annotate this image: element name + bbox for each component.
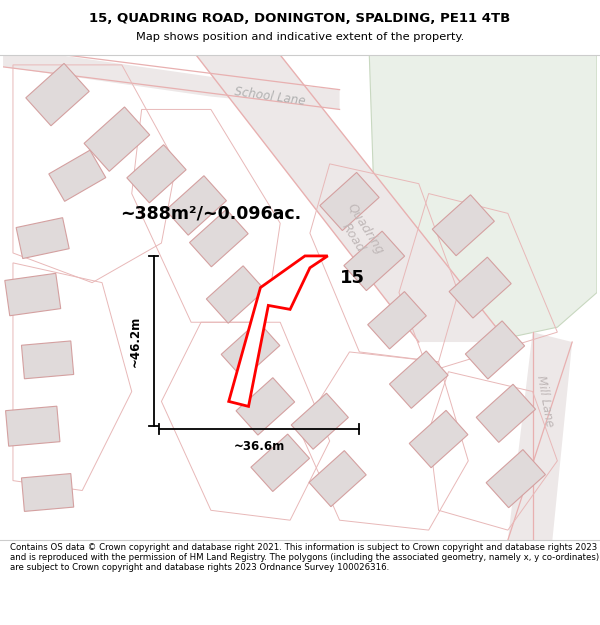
Polygon shape — [84, 107, 149, 171]
Polygon shape — [5, 406, 60, 446]
Polygon shape — [486, 449, 545, 508]
Text: 15: 15 — [340, 269, 365, 287]
Polygon shape — [229, 256, 328, 406]
Polygon shape — [369, 55, 597, 342]
Text: ~46.2m: ~46.2m — [129, 316, 142, 367]
Polygon shape — [291, 393, 349, 449]
Polygon shape — [251, 434, 310, 491]
Polygon shape — [196, 55, 508, 342]
Polygon shape — [16, 217, 69, 259]
Polygon shape — [236, 378, 295, 435]
Polygon shape — [190, 209, 248, 267]
Polygon shape — [49, 150, 106, 201]
Text: Contains OS data © Crown copyright and database right 2021. This information is : Contains OS data © Crown copyright and d… — [10, 542, 599, 572]
Polygon shape — [409, 411, 468, 468]
Polygon shape — [476, 384, 536, 442]
Polygon shape — [449, 257, 511, 318]
Polygon shape — [389, 351, 448, 408]
Text: School Lane: School Lane — [234, 85, 307, 108]
Text: Mill Lane: Mill Lane — [535, 374, 556, 428]
Text: Map shows position and indicative extent of the property.: Map shows position and indicative extent… — [136, 32, 464, 42]
Polygon shape — [5, 273, 61, 316]
Polygon shape — [127, 145, 186, 203]
Polygon shape — [368, 292, 427, 349]
Text: ~36.6m: ~36.6m — [234, 441, 285, 454]
Polygon shape — [3, 47, 340, 109]
Polygon shape — [309, 451, 366, 507]
Polygon shape — [26, 63, 89, 126]
Text: Quadring
Road: Quadring Road — [332, 201, 386, 265]
Polygon shape — [344, 231, 404, 291]
Polygon shape — [206, 266, 265, 323]
Polygon shape — [22, 474, 74, 511]
Polygon shape — [508, 332, 572, 540]
Polygon shape — [22, 341, 74, 379]
Polygon shape — [432, 195, 494, 256]
Polygon shape — [221, 321, 280, 379]
Polygon shape — [166, 176, 226, 235]
Text: 15, QUADRING ROAD, DONINGTON, SPALDING, PE11 4TB: 15, QUADRING ROAD, DONINGTON, SPALDING, … — [89, 12, 511, 25]
Text: ~388m²/~0.096ac.: ~388m²/~0.096ac. — [120, 204, 301, 222]
Polygon shape — [466, 321, 524, 379]
Polygon shape — [320, 173, 379, 231]
